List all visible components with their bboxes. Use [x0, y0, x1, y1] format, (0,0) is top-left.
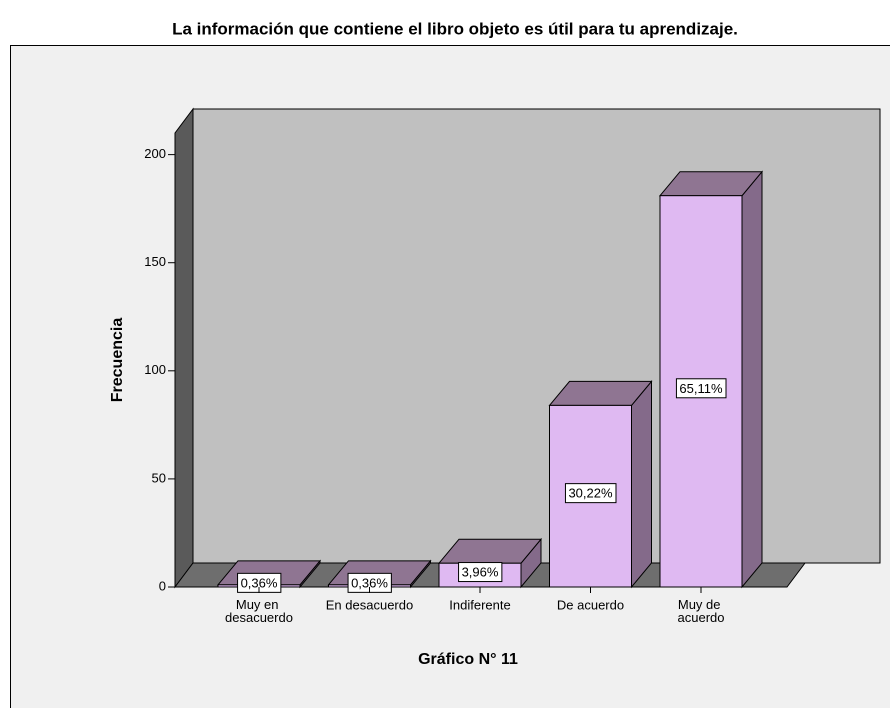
- x-tick-label: Indiferente: [449, 597, 510, 612]
- data-label: 0,36%: [241, 575, 278, 590]
- y-tick-label: 200: [144, 146, 166, 161]
- x-axis-label: Gráfico N° 11: [418, 651, 518, 668]
- y-tick-label: 50: [152, 470, 166, 485]
- back-wall: [192, 108, 881, 564]
- y-tick-label: 0: [159, 578, 166, 593]
- x-tick-label: Muy de acuerdo: [678, 597, 725, 625]
- x-tick-label-line: Muy de: [678, 597, 724, 612]
- side-wall: [174, 107, 194, 589]
- y-tick-label: 100: [144, 362, 166, 377]
- y-axis-label: Frecuencia: [109, 318, 126, 403]
- x-tick-label-line: Muy en: [236, 597, 282, 612]
- data-label: 30,22%: [568, 486, 613, 501]
- x-tick-label-line: desacuerdo: [225, 610, 293, 625]
- data-label-box: [564, 483, 617, 504]
- x-tick-label: De acuerdo: [557, 597, 624, 612]
- data-label: 65,11%: [679, 381, 723, 396]
- data-label-box: [675, 378, 727, 399]
- x-tick-label: En desacuerdo: [326, 597, 413, 612]
- data-label: 0,36%: [351, 575, 388, 590]
- x-tick-label: Muy en desacuerdo: [225, 597, 293, 625]
- x-tick-label-line: acuerdo: [678, 610, 725, 625]
- bar-side: [631, 380, 652, 589]
- chart-title: La información que contiene el libro obj…: [172, 19, 738, 38]
- y-tick-label: 150: [144, 254, 166, 269]
- data-label: 3,96%: [462, 565, 499, 580]
- bar-side: [741, 170, 763, 589]
- data-label-box: [458, 562, 503, 583]
